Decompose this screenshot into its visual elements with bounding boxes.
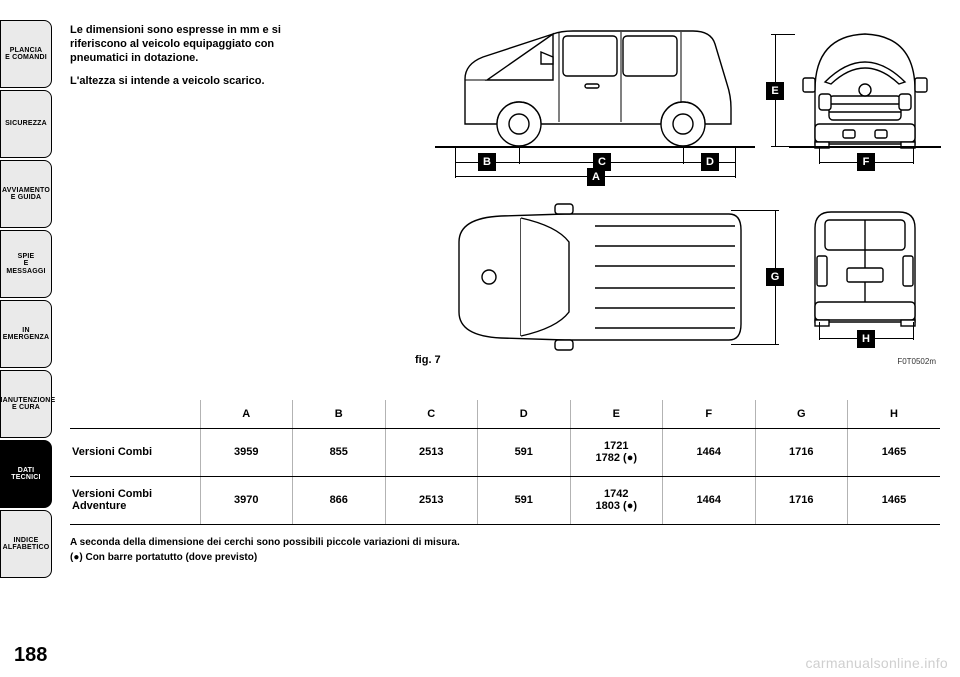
- tab-manutenzione[interactable]: MANUTENZIONE E CURA: [0, 370, 52, 438]
- cell: 591: [478, 428, 571, 476]
- table-row: Versioni Combi 3959 855 2513 591 1721 17…: [70, 428, 940, 476]
- cell: 855: [293, 428, 386, 476]
- dim-label-f: F: [857, 153, 875, 171]
- col-blank: [70, 400, 200, 428]
- dim-label-e: E: [766, 82, 784, 100]
- page-number: 188: [14, 644, 47, 667]
- tab-indice[interactable]: INDICE ALFABETICO: [0, 510, 52, 578]
- intro-p1: Le dimensioni sono espresse in mm e si r…: [70, 24, 330, 65]
- manual-page: PLANCIA E COMANDI SICUREZZA AVVIAMENTO E…: [0, 0, 960, 677]
- table-note-2: (●) Con barre portatutto (dove previsto): [70, 550, 940, 565]
- cell: 2513: [385, 428, 478, 476]
- tab-dati-tecnici[interactable]: DATI TECNICI: [0, 440, 52, 508]
- watermark: carmanualsonline.info: [806, 655, 949, 671]
- vehicle-side-view: [435, 24, 755, 164]
- cell: 1716: [755, 428, 848, 476]
- row-name: Versioni Combi: [70, 428, 200, 476]
- tab-emergenza[interactable]: IN EMERGENZA: [0, 300, 52, 368]
- cell: 1716: [755, 476, 848, 524]
- content: Le dimensioni sono espresse in mm e si r…: [70, 24, 940, 89]
- cell: 1464: [663, 476, 756, 524]
- tab-plancia[interactable]: PLANCIA E COMANDI: [0, 20, 52, 88]
- intro-text: Le dimensioni sono espresse in mm e si r…: [70, 24, 330, 89]
- col-c: C: [385, 400, 478, 428]
- cell: 866: [293, 476, 386, 524]
- cell: 1465: [848, 428, 941, 476]
- dimensions-table: A B C D E F G H Versioni Combi 3959 855 …: [70, 400, 940, 565]
- cell: 1464: [663, 428, 756, 476]
- cell: 591: [478, 476, 571, 524]
- dim-label-h: H: [857, 330, 875, 348]
- vehicle-rear-view: [795, 202, 935, 342]
- col-e: E: [570, 400, 663, 428]
- cell: 1465: [848, 476, 941, 524]
- section-tabs: PLANCIA E COMANDI SICUREZZA AVVIAMENTO E…: [0, 20, 52, 578]
- figure-caption: fig. 7: [415, 354, 441, 366]
- row-name: Versioni Combi Adventure: [70, 476, 200, 524]
- vehicle-front-view: [795, 24, 935, 164]
- col-d: D: [478, 400, 571, 428]
- figure-code: F0T0502m: [897, 357, 936, 366]
- tab-avviamento[interactable]: AVVIAMENTO E GUIDA: [0, 160, 52, 228]
- col-b: B: [293, 400, 386, 428]
- dim-label-a: A: [587, 168, 605, 186]
- cell: 1721 1782 (●): [570, 428, 663, 476]
- tab-spie[interactable]: SPIE E MESSAGGI: [0, 230, 52, 298]
- cell: 2513: [385, 476, 478, 524]
- dim-label-d: D: [701, 153, 719, 171]
- col-h: H: [848, 400, 941, 428]
- cell: 3970: [200, 476, 293, 524]
- cell: 1742 1803 (●): [570, 476, 663, 524]
- tab-sicurezza[interactable]: SICUREZZA: [0, 90, 52, 158]
- cell: 3959: [200, 428, 293, 476]
- col-f: F: [663, 400, 756, 428]
- dim-label-g: G: [766, 268, 784, 286]
- table-header-row: A B C D E F G H: [70, 400, 940, 428]
- dim-label-b: B: [478, 153, 496, 171]
- col-g: G: [755, 400, 848, 428]
- vehicle-top-view: [435, 202, 755, 352]
- table-row: Versioni Combi Adventure 3970 866 2513 5…: [70, 476, 940, 524]
- vehicle-figure: B C D A: [415, 24, 940, 364]
- col-a: A: [200, 400, 293, 428]
- table-note-1: A seconda della dimensione dei cerchi so…: [70, 535, 940, 550]
- intro-p2: L'altezza si intende a veicolo scarico.: [70, 75, 330, 89]
- table-notes: A seconda della dimensione dei cerchi so…: [70, 535, 940, 565]
